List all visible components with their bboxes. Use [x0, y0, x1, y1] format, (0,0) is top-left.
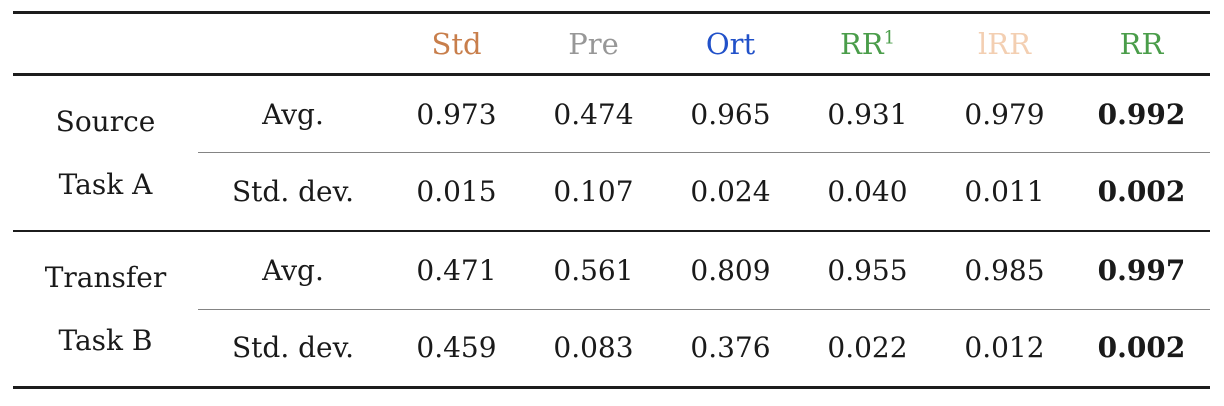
column-header-lrr: lRR — [936, 12, 1073, 76]
table-row-transfer-stddev: Std. dev. 0.459 0.083 0.376 0.022 0.012 … — [13, 309, 1210, 387]
value-cell: 0.979 — [936, 74, 1073, 154]
group-label-text: Source Task A — [13, 76, 198, 230]
value-cell: 0.809 — [662, 231, 799, 310]
header-row: Std Pre Ort RR1 lRR RR — [13, 12, 1210, 76]
group-label-line1: Transfer — [44, 261, 167, 295]
value-cell-best: 0.002 — [1097, 331, 1186, 365]
value-cell: 0.015 — [388, 152, 525, 233]
column-header-rr1: RR1 — [799, 12, 936, 76]
value-cell: 0.011 — [936, 152, 1073, 233]
value-cell: 0.024 — [662, 152, 799, 233]
value-cell: 0.376 — [690, 331, 771, 365]
column-header-std-label: Std — [431, 26, 482, 61]
value-cell: 0.474 — [525, 74, 662, 154]
stat-label-std-dev: Std. dev. — [231, 331, 355, 365]
column-header-rr: RR — [1073, 12, 1210, 76]
group-label-transfer-task-b: Transfer Task B — [13, 231, 198, 389]
value-cell: 0.012 — [964, 331, 1045, 365]
table-row-transfer-avg: Transfer Task B Avg. 0.471 0.561 0.809 0… — [13, 231, 1210, 389]
value-cell: 0.561 — [525, 231, 662, 310]
value-cell-best: 0.997 — [1073, 231, 1210, 310]
group-label-line2: Task B — [58, 323, 153, 357]
column-header-lrr-label: lRR — [978, 26, 1031, 61]
column-header-ort-label: Ort — [705, 26, 756, 61]
value-cell: 0.107 — [525, 152, 662, 233]
value-cell: 0.973 — [388, 74, 525, 154]
value-cell-best: 0.992 — [1073, 74, 1210, 154]
column-header-ort: Ort — [662, 12, 799, 76]
header-spacer-group — [13, 12, 198, 76]
value-cell: 0.985 — [936, 231, 1073, 310]
column-header-rr-label: RR — [1119, 26, 1164, 61]
results-table: Std Pre Ort RR1 lRR RR Source Task A Avg… — [13, 11, 1210, 389]
value-cell: 0.931 — [799, 74, 936, 154]
group-label-source-task-a: Source Task A — [13, 74, 198, 232]
value-cell-best: 0.002 — [1073, 152, 1210, 233]
value-cell: 0.083 — [553, 331, 634, 365]
column-header-std: Std — [388, 12, 525, 76]
column-header-pre-label: Pre — [568, 26, 619, 61]
header-spacer-stat — [198, 12, 388, 76]
table-row-source-avg: Source Task A Avg. 0.973 0.474 0.965 0.9… — [13, 74, 1210, 232]
group-label-line1: Source — [55, 105, 156, 139]
value-cell: 0.965 — [662, 74, 799, 154]
column-header-rr1-label: RR — [839, 26, 884, 61]
column-header-pre: Pre — [525, 12, 662, 76]
value-cell: 0.955 — [799, 231, 936, 310]
column-header-rr1-sup: 1 — [883, 26, 896, 48]
stat-label-std-dev: Std. dev. — [198, 152, 388, 233]
stat-label-avg: Avg. — [198, 231, 388, 310]
stat-label-avg: Avg. — [198, 74, 388, 154]
value-cell: 0.022 — [827, 331, 908, 365]
value-cell: 0.040 — [799, 152, 936, 233]
group-label-text: Transfer Task B — [13, 232, 198, 386]
value-cell: 0.459 — [416, 331, 497, 365]
value-cell: 0.471 — [388, 231, 525, 310]
table-row-source-stddev: Std. dev. 0.015 0.107 0.024 0.040 0.011 … — [13, 152, 1210, 233]
group-label-line2: Task A — [58, 167, 153, 201]
